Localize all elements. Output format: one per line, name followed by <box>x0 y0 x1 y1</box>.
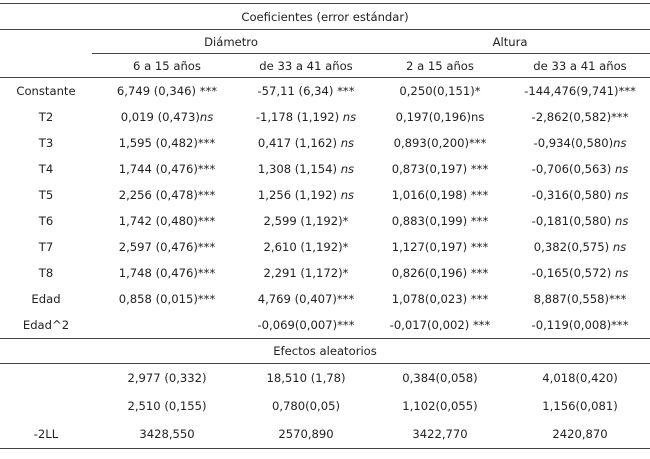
value-cell-altura-1: 0,883(0,199) *** <box>391 214 489 228</box>
coefficient-row: Constante 6,749 (0,346) *** -57,11 (6,34) … <box>0 78 650 105</box>
value-cell-diametro-1: 1,742 (0,480)*** <box>118 214 216 228</box>
group-diametro: Diámetro <box>92 29 370 54</box>
value-cell-diametro-1: 0,858 (0,015)*** <box>118 292 216 306</box>
value-cell-altura-1: 0,384(0,058) <box>402 371 478 385</box>
value-cell-diametro-1: 3428,550 <box>92 420 242 449</box>
coefficient-row: T7 2,597 (0,476)*** 2,610 (1,192)* 1,127(0,… <box>0 234 650 260</box>
row-label: Edad^2 <box>22 318 70 332</box>
coefficient-row: T6 1,742 (0,480)*** 2,599 (1,192)* 0,883(0,… <box>0 208 650 234</box>
coefficient-row: T5 2,256 (0,478)*** 1,256 (1,192) ns 1,016(… <box>0 182 650 208</box>
value-cell-diametro-2: 0,780(0,05) <box>271 399 341 413</box>
group-altura: Altura <box>370 29 650 54</box>
random-effects-title-row: Efectos aleatorios <box>0 338 650 364</box>
table-title: Coeficientes (error estándar) <box>0 3 650 30</box>
value-cell-altura-2: -0,165(0,572) ns <box>531 266 629 280</box>
value-cell-altura-2: 2420,870 <box>510 420 650 449</box>
col-header-1: 6 a 15 años <box>92 53 242 78</box>
value-cell-diametro-1: 1,744 (0,476)*** <box>118 162 216 176</box>
coefficient-row: T2 0,019 (0,473)ns -1,178 (1,192) ns 0,197(… <box>0 104 650 130</box>
value-cell-altura-1: 0,893(0,200)*** <box>393 136 487 150</box>
value-cell-altura-2: -144,476(9,741)*** <box>524 84 636 98</box>
row-label <box>0 392 92 420</box>
random-effect-row: 2,977 (0,332) 18,510 (1,78) 0,384(0,058) 4,… <box>0 364 650 393</box>
value-cell-diametro-1: 2,977 (0,332) <box>127 371 207 385</box>
value-cell-altura-1: 1,078(0,023) *** <box>391 292 489 306</box>
group-header-row: Diámetro Altura <box>0 29 650 54</box>
col-header-3: 2 a 15 años <box>370 53 510 78</box>
value-cell-diametro-2: 18,510 (1,78) <box>266 371 346 385</box>
value-cell-altura-2: -0,181(0,580) ns <box>531 214 629 228</box>
random-effects-title: Efectos aleatorios <box>0 338 650 364</box>
value-cell-diametro-2: 2,610 (1,192)* <box>263 240 349 254</box>
value-cell-diametro-1: 6,749 (0,346) *** <box>116 84 218 98</box>
row-label: T4 <box>38 162 54 176</box>
value-cell-altura-1: 1,102(0,055) <box>402 399 478 413</box>
value-cell-altura-2: -0,119(0,008)*** <box>531 318 629 332</box>
coefficient-row: T3 1,595 (0,482)*** 0,417 (1,162) ns 0,893(… <box>0 130 650 156</box>
value-cell-diametro-1: 2,510 (0,155) <box>127 399 207 413</box>
value-cell-diametro-2: 2,291 (1,172)* <box>263 266 349 280</box>
value-cell-diametro-1: 1,748 (0,476)*** <box>118 266 216 280</box>
value-cell-altura-1: 1,016(0,198) *** <box>391 188 489 202</box>
value-cell-diametro-1: 2,256 (0,478)*** <box>118 188 216 202</box>
value-cell-diametro-2: 4,769 (0,407)*** <box>257 292 355 306</box>
random-effect-row: -2LL 3428,550 2570,890 3422,770 2420,870 <box>0 420 650 449</box>
value-cell-diametro-1: 2,597 (0,476)*** <box>118 240 216 254</box>
row-label: -2LL <box>0 420 92 449</box>
value-cell-diametro-2: 1,308 (1,154) ns <box>257 162 355 176</box>
coefficient-row: Edad^2 -0,069(0,007)*** -0,017(0,002) *** -… <box>0 312 650 339</box>
value-cell-altura-1: 0,873(0,197) *** <box>391 162 489 176</box>
value-cell-altura-2: 4,018(0,420) <box>542 371 618 385</box>
row-label: T8 <box>38 266 54 280</box>
value-cell-diametro-2: 0,417 (1,162) ns <box>257 136 355 150</box>
value-cell-altura-1: -0,017(0,002) *** <box>389 318 491 332</box>
row-label: T7 <box>38 240 54 254</box>
random-effect-row: 2,510 (0,155) 0,780(0,05) 1,102(0,055) 1,15… <box>0 392 650 420</box>
value-cell-altura-2: -0,316(0,580) ns <box>531 188 629 202</box>
value-cell-altura-1: 0,197(0,196)ns <box>395 110 485 124</box>
value-cell-altura-2: 0,382(0,575) ns <box>533 240 627 254</box>
row-label <box>0 364 92 393</box>
coefficient-row: Edad 0,858 (0,015)*** 4,769 (0,407)*** 1,07… <box>0 286 650 312</box>
value-cell-altura-2: 8,887(0,558)*** <box>533 292 627 306</box>
col-header-2: de 33 a 41 años <box>242 53 370 78</box>
value-cell-diametro-1: 1,595 (0,482)*** <box>118 136 216 150</box>
coefficient-row: T8 1,748 (0,476)*** 2,291 (1,172)* 0,826(0,… <box>0 260 650 286</box>
table-title-row: Coeficientes (error estándar) <box>0 3 650 30</box>
value-cell-altura-1: 0,826(0,196) *** <box>391 266 489 280</box>
row-label: T3 <box>38 136 54 150</box>
value-cell-diametro-1: 0,019 (0,473)ns <box>120 110 214 124</box>
value-cell-altura-2: -2,862(0,582)*** <box>531 110 629 124</box>
value-cell-altura-2: -0,934(0,580)ns <box>533 136 627 150</box>
column-header-row: 6 a 15 años de 33 a 41 años 2 a 15 años … <box>0 53 650 78</box>
value-cell-diametro-2: -57,11 (6,34) *** <box>257 84 355 98</box>
value-cell-diametro-2: -0,069(0,007)*** <box>257 318 355 332</box>
value-cell-diametro-2: 1,256 (1,192) ns <box>257 188 355 202</box>
row-label: T2 <box>38 110 54 124</box>
coefficients-table: Coeficientes (error estándar) Diámetro A… <box>0 3 650 449</box>
value-cell-diametro-2: -1,178 (1,192) ns <box>255 110 357 124</box>
row-label: Constante <box>16 84 76 98</box>
row-label: T6 <box>38 214 54 228</box>
row-label: Edad <box>31 292 61 306</box>
value-cell-altura-2: -0,706(0,563) ns <box>531 162 629 176</box>
value-cell-altura-1: 1,127(0,197) *** <box>391 240 489 254</box>
value-cell-altura-1: 3422,770 <box>370 420 510 449</box>
row-label: T5 <box>38 188 54 202</box>
value-cell-diametro-2: 2,599 (1,192)* <box>263 214 349 228</box>
value-cell-diametro-1 <box>92 312 242 339</box>
value-cell-altura-2: 1,156(0,081) <box>542 399 618 413</box>
value-cell-diametro-2: 2570,890 <box>242 420 370 449</box>
value-cell-altura-1: 0,250(0,151)* <box>399 84 481 98</box>
coefficient-row: T4 1,744 (0,476)*** 1,308 (1,154) ns 0,873(… <box>0 156 650 182</box>
col-header-4: de 33 a 41 años <box>510 53 650 78</box>
